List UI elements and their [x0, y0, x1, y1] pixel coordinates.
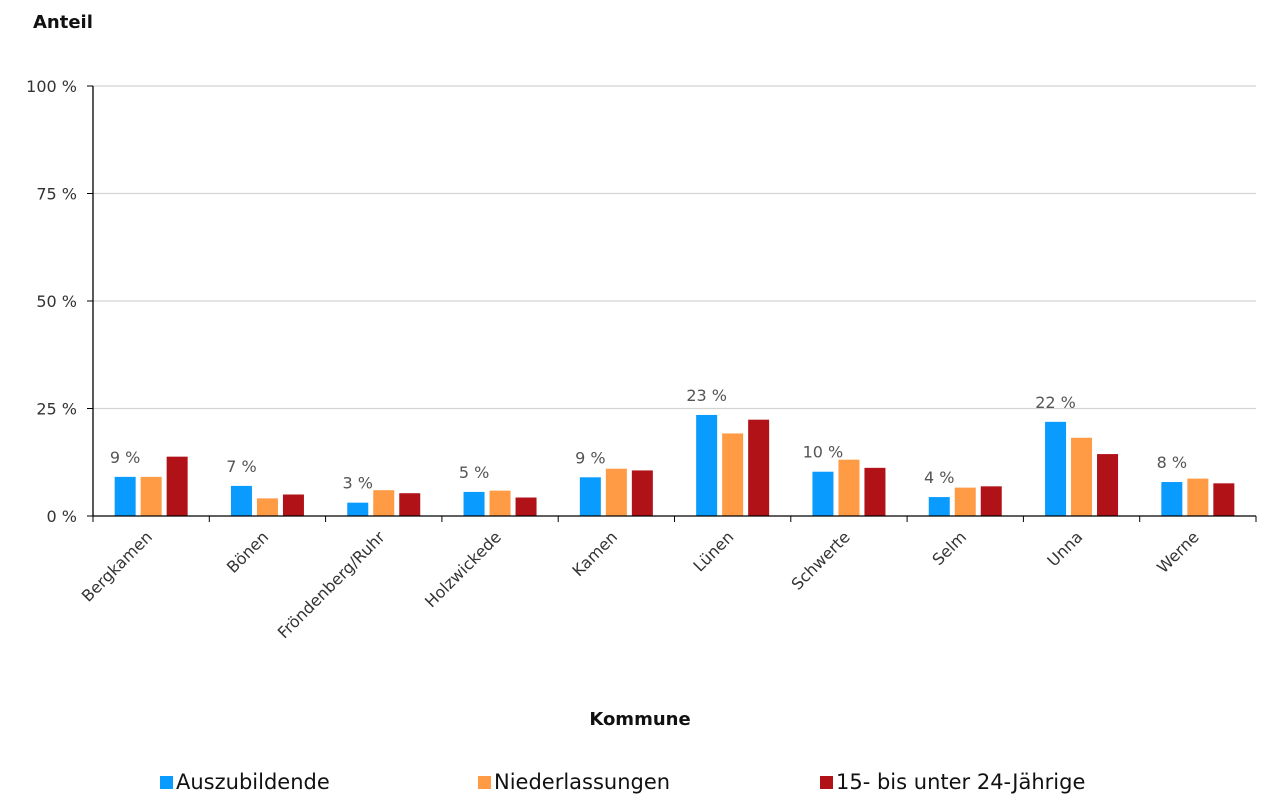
bar-3-l-nen	[748, 419, 770, 516]
bar-3-werne	[1213, 483, 1235, 516]
legend-label: Auszubildende	[176, 770, 330, 794]
x-tick-label: Fröndenberg/Ruhr	[274, 527, 389, 642]
bar-2-kamen	[605, 468, 627, 516]
bar-3-kamen	[631, 470, 653, 516]
bar-2-b-nen	[256, 498, 278, 516]
legend-label: 15- bis unter 24-Jährige	[836, 770, 1086, 794]
bar-2-l-nen	[722, 433, 744, 516]
legend-item-auszubildende: Auszubildende	[160, 770, 330, 794]
bar-chart: Anteil Kommune 0 % 25 % 50 % 75 % 100 % 9 % Be…	[26, 12, 1257, 730]
data-label: 10 %	[803, 443, 844, 462]
bar-1-schwerte	[812, 471, 834, 516]
y-tick-label: 100 %	[26, 77, 77, 96]
data-label: 22 %	[1035, 393, 1076, 412]
legend: Auszubildende Niederlassungen 15- bis un…	[0, 770, 1263, 796]
bar-2-werne	[1187, 478, 1209, 516]
bar-1-kamen	[579, 477, 601, 516]
y-tick-label: 25 %	[36, 400, 77, 419]
bar-3-unna	[1097, 454, 1119, 516]
bar-1-b-nen	[230, 485, 252, 516]
bar-1-l-nen	[696, 414, 718, 516]
bar-2-unna	[1071, 437, 1093, 516]
bar-3-holzwickede	[515, 497, 537, 516]
bar-2-selm	[954, 487, 976, 516]
x-tick-label: Bönen	[223, 527, 272, 576]
x-tick-label: Kamen	[568, 527, 621, 580]
bar-3-schwerte	[864, 467, 886, 516]
y-tick-label: 0 %	[47, 507, 77, 526]
x-tick-label: Unna	[1043, 527, 1086, 570]
legend-label: Niederlassungen	[494, 770, 671, 794]
legend-swatch	[160, 775, 173, 789]
bar-1-werne	[1161, 482, 1183, 516]
x-tick-label: Lünen	[689, 527, 737, 575]
data-label: 5 %	[459, 463, 489, 482]
data-label: 23 %	[686, 386, 727, 405]
x-axis-title: Kommune	[589, 709, 690, 730]
legend-item-15-bis-unter-24: 15- bis unter 24-Jährige	[820, 770, 1085, 794]
data-label: 7 %	[226, 457, 256, 476]
y-tick-label: 50 %	[36, 292, 77, 311]
bar-1-bergkamen	[114, 476, 136, 516]
bar-3-fr-ndenberg-ruhr	[399, 493, 421, 516]
x-tick-label: Selm	[928, 527, 970, 569]
bar-2-bergkamen	[140, 476, 162, 516]
bar-1-selm	[928, 497, 950, 516]
data-label: 9 %	[110, 448, 140, 467]
y-tick-label: 75 %	[36, 185, 77, 204]
bar-2-fr-ndenberg-ruhr	[373, 490, 395, 516]
x-tick-label: Werne	[1153, 527, 1203, 577]
bar-1-fr-ndenberg-ruhr	[347, 502, 369, 516]
x-tick-label: Schwerte	[788, 527, 854, 593]
x-tick-label: Bergkamen	[78, 527, 156, 605]
bar-3-bergkamen	[166, 456, 188, 516]
bar-3-selm	[980, 486, 1002, 516]
legend-item-niederlassungen: Niederlassungen	[478, 770, 670, 794]
bar-3-b-nen	[282, 494, 304, 516]
data-label: 4 %	[924, 468, 954, 487]
bar-2-schwerte	[838, 459, 860, 516]
data-label: 8 %	[1157, 453, 1187, 472]
legend-swatch	[478, 775, 491, 789]
bar-1-unna	[1045, 421, 1067, 516]
bar-1-holzwickede	[463, 491, 485, 516]
bar-2-holzwickede	[489, 490, 511, 516]
data-label: 3 %	[343, 474, 373, 493]
data-label: 9 %	[575, 448, 605, 467]
y-axis-title: Anteil	[33, 12, 93, 33]
x-tick-label: Holzwickede	[421, 527, 505, 611]
legend-swatch	[820, 775, 833, 789]
